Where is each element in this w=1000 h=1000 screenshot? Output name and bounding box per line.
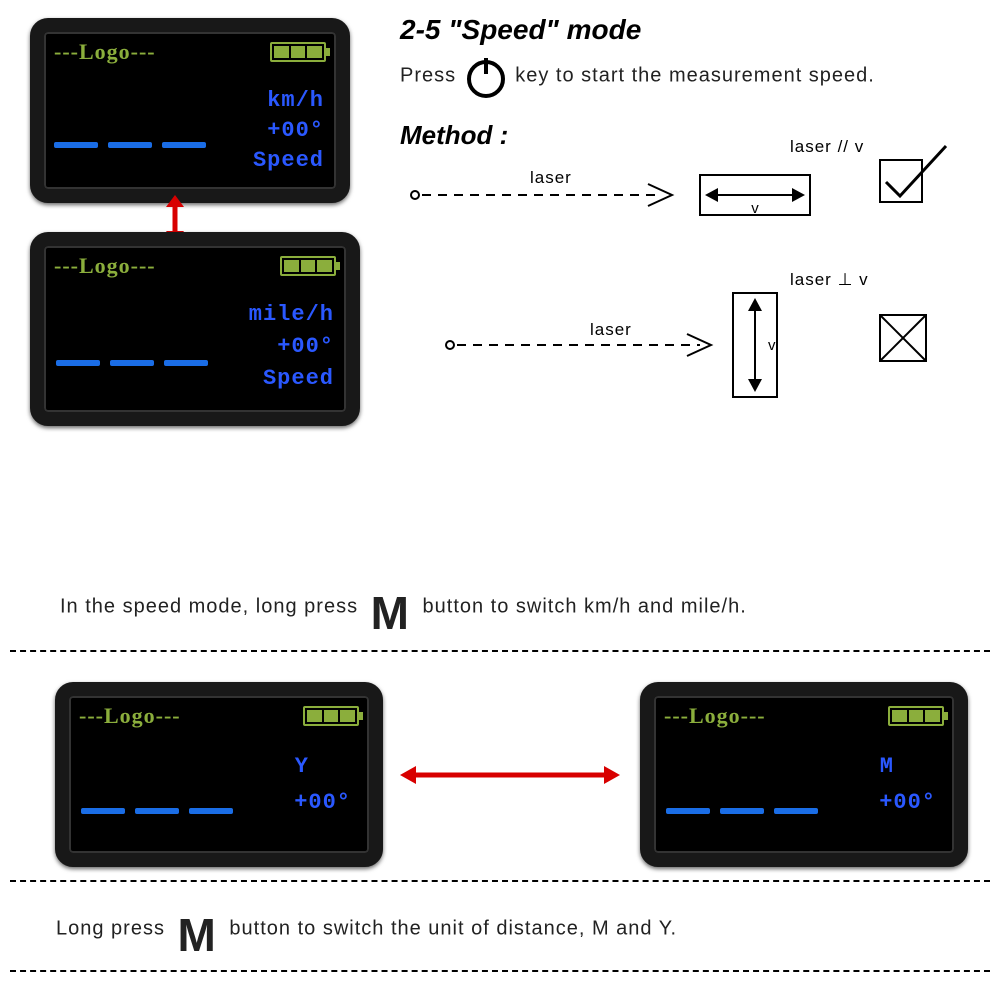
angle-text: +00° (294, 790, 351, 815)
unit-text: Y (295, 754, 309, 779)
method-diagram-parallel: v (400, 140, 980, 240)
m-button-icon-2: M (178, 908, 217, 962)
line1-post: button to switch km/h and mile/h. (423, 595, 747, 617)
unit-text: mile/h (249, 302, 334, 327)
press-text-post: key to start the measurement speed. (515, 64, 875, 86)
battery-icon (303, 706, 359, 726)
device-display-mileh: ---Logo--- mile/h +00° Speed (30, 232, 360, 426)
value-placeholder-dashes (56, 360, 208, 366)
device-display-kmh: ---Logo--- km/h +00° Speed (30, 18, 350, 203)
logo-text: ---Logo--- (54, 253, 156, 279)
device-inner: ---Logo--- M +00° (654, 696, 954, 853)
section-title: 2-5 "Speed" mode (400, 14, 641, 46)
line2-post: button to switch the unit of distance, M… (229, 917, 677, 939)
logo-text: ---Logo--- (664, 703, 766, 729)
value-placeholder-dashes (54, 142, 206, 148)
mode-text: Speed (263, 366, 334, 391)
dashed-rule-2 (10, 880, 990, 882)
device-header: ---Logo--- (664, 702, 944, 730)
dashed-rule-1 (10, 650, 990, 652)
device-header: ---Logo--- (54, 38, 326, 66)
instruction-line-2: Long press M button to switch the unit o… (56, 908, 980, 950)
device-inner: ---Logo--- km/h +00° Speed (44, 32, 336, 189)
instruction-line-1: In the speed mode, long press M button t… (60, 586, 980, 628)
dashed-rule-3 (10, 970, 990, 972)
battery-icon (270, 42, 326, 62)
angle-text: +00° (879, 790, 936, 815)
device-display-y: ---Logo--- Y +00° (55, 682, 383, 867)
device-inner: ---Logo--- Y +00° (69, 696, 369, 853)
angle-text: +00° (267, 118, 324, 143)
m-button-icon: M (371, 586, 410, 640)
power-icon (467, 60, 505, 98)
unit-text: km/h (267, 88, 324, 113)
logo-text: ---Logo--- (54, 39, 156, 65)
press-text-pre: Press (400, 64, 456, 86)
value-placeholder-dashes (81, 808, 233, 814)
v-label: v (751, 200, 759, 217)
battery-icon (280, 256, 336, 276)
logo-text: ---Logo--- (79, 703, 181, 729)
value-placeholder-dashes (666, 808, 818, 814)
mode-text: Speed (253, 148, 324, 173)
line1-pre: In the speed mode, long press (60, 595, 358, 617)
press-instruction: Press key to start the measurement speed… (400, 60, 990, 92)
device-header: ---Logo--- (79, 702, 359, 730)
toggle-arrow-horizontal (400, 760, 620, 790)
angle-text: +00° (277, 334, 334, 359)
battery-icon (888, 706, 944, 726)
device-inner: ---Logo--- mile/h +00° Speed (44, 246, 346, 412)
device-header: ---Logo--- (54, 252, 336, 280)
v-label-2: v (768, 337, 776, 354)
line2-pre: Long press (56, 917, 165, 939)
unit-text: M (880, 754, 894, 779)
method-diagram-perpendicular: v (435, 275, 985, 425)
device-display-m: ---Logo--- M +00° (640, 682, 968, 867)
